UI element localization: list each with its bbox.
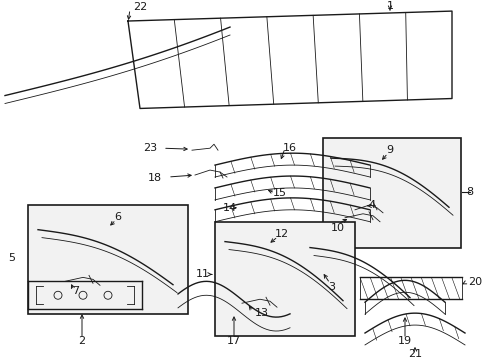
Bar: [28, 205, 187, 314]
Text: 5: 5: [8, 252, 16, 262]
Text: 8: 8: [466, 187, 472, 197]
Text: 18: 18: [148, 173, 162, 183]
Text: 11: 11: [196, 269, 209, 279]
Text: 21: 21: [407, 349, 421, 359]
Text: 14: 14: [223, 203, 237, 213]
Text: 22: 22: [133, 2, 147, 12]
Text: 1: 1: [386, 1, 393, 11]
Text: 2: 2: [78, 336, 85, 346]
Text: 13: 13: [254, 308, 268, 318]
Text: 19: 19: [397, 336, 411, 346]
Bar: [323, 138, 460, 248]
Text: 12: 12: [274, 229, 288, 239]
Bar: [215, 222, 354, 336]
Text: 9: 9: [386, 145, 393, 155]
Text: 23: 23: [142, 143, 157, 153]
Text: 4: 4: [367, 200, 375, 210]
Text: 10: 10: [330, 223, 345, 233]
Text: 16: 16: [283, 143, 296, 153]
Text: 6: 6: [114, 212, 121, 222]
Text: 20: 20: [467, 277, 481, 287]
Text: 17: 17: [226, 336, 241, 346]
Text: 7: 7: [72, 286, 79, 296]
Text: 15: 15: [272, 188, 286, 198]
Text: 3: 3: [328, 282, 335, 292]
